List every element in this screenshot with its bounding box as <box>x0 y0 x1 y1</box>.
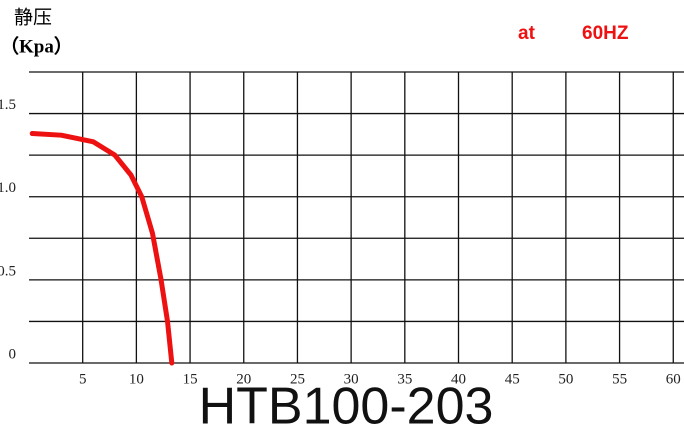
x-tick-label: 5 <box>79 371 87 387</box>
x-tick-label: 30 <box>344 371 359 387</box>
x-tick-label: 60 <box>666 371 681 387</box>
y-tick-label: 0 <box>9 346 17 362</box>
x-tick-label: 35 <box>397 371 412 387</box>
x-tick-label: 15 <box>183 371 198 387</box>
x-tick-label: 55 <box>612 371 627 387</box>
x-tick-label: 40 <box>451 371 466 387</box>
y-label: 静压 <box>14 6 52 28</box>
curve <box>29 131 175 366</box>
x-tick-label: 10 <box>129 371 144 387</box>
annotation: at <box>518 23 536 44</box>
x-tick-label: 45 <box>505 371 520 387</box>
chart-title: HTB100-203 <box>199 378 494 436</box>
x-tick-label: 20 <box>236 371 251 387</box>
x-tick-label: 25 <box>290 371 305 387</box>
y-unit: （Kpa） <box>0 34 73 57</box>
y-tick-label: 1.5 <box>0 97 16 113</box>
x-tick-label: 50 <box>558 371 573 387</box>
y-tick-label: 1.0 <box>0 180 16 196</box>
y-tick-label: 0.5 <box>0 263 16 279</box>
annotation: 60HZ <box>582 23 629 44</box>
